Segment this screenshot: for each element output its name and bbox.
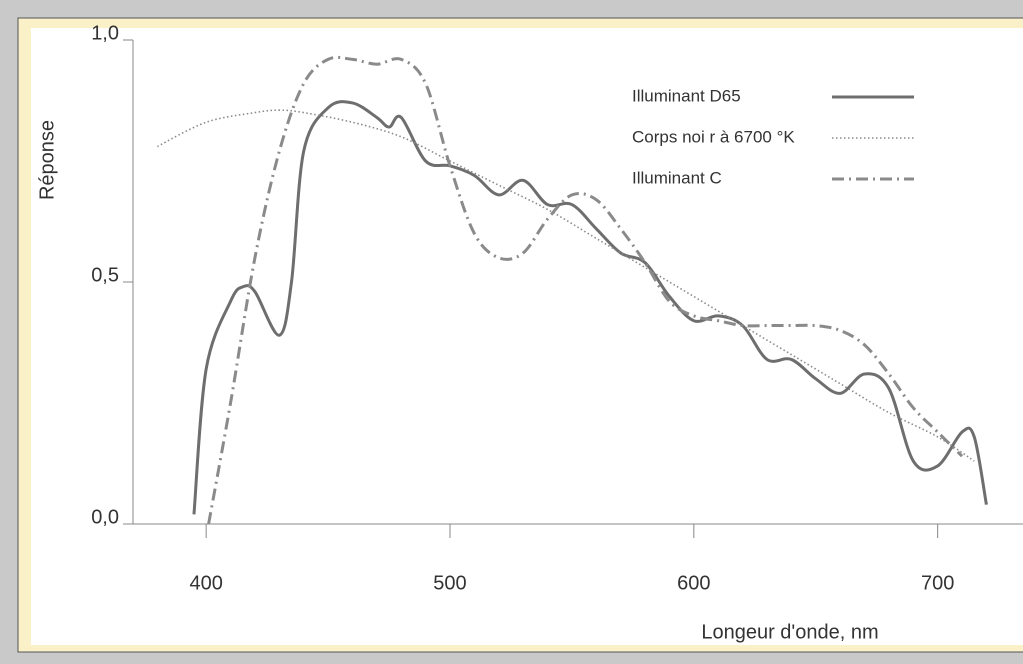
line — [207, 55, 964, 525]
x-tick-label: 500 — [433, 572, 466, 594]
y-tick-label: 0,0 — [91, 506, 119, 528]
x-tick-label: 400 — [189, 572, 222, 594]
legend-label: Corps noi r à 6700 °K — [632, 127, 795, 146]
x-tick-label: 700 — [921, 572, 954, 594]
y-axis-label: Réponse — [36, 120, 58, 200]
line — [192, 100, 988, 515]
x-axis-label: Longeur d'onde, nm — [701, 621, 878, 643]
x-tick-label: 600 — [677, 572, 710, 594]
legend-label: Illuminant C — [632, 168, 722, 187]
panel — [31, 28, 1023, 645]
legend-label: Illuminant D65 — [632, 86, 741, 105]
line — [157, 109, 975, 462]
y-tick-label: 1,0 — [91, 22, 119, 44]
y-tick-label: 0,5 — [91, 264, 119, 286]
